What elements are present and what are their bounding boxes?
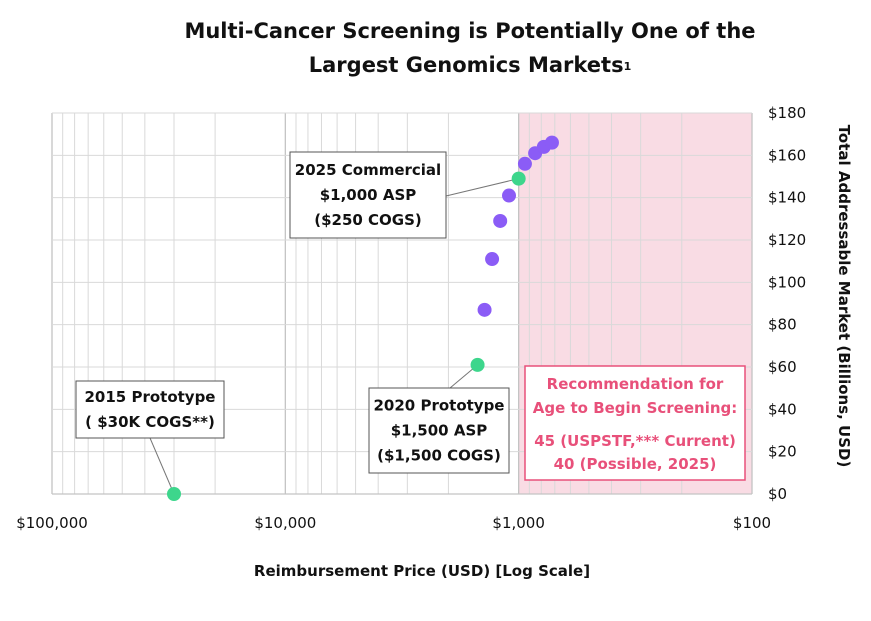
data-point-milestone xyxy=(470,357,485,372)
leader-line-2015 xyxy=(149,437,175,495)
annotation-text-2025: $1,000 ASP xyxy=(320,186,417,204)
data-point-projection xyxy=(493,213,508,228)
x-tick-label: $100,000 xyxy=(16,514,88,532)
recommendation-box: Recommendation for Age to Begin Screening… xyxy=(524,365,746,481)
annotation-box-2015 xyxy=(75,380,225,439)
x-axis-label: Reimbursement Price (USD) [Log Scale] xyxy=(254,562,590,580)
recommendation-box-frame xyxy=(524,365,746,481)
y-tick-label: $0 xyxy=(768,485,787,503)
x-tick-labels: $100,000 $10,000 $1,000 $100 xyxy=(16,514,771,532)
data-point-projection xyxy=(477,302,492,317)
recommendation-text: Recommendation for xyxy=(547,375,724,393)
title-footnote-marker: 1 xyxy=(623,60,632,73)
data-point-projection xyxy=(502,188,517,203)
annotations: 2015 Prototype ( $30K COGS**) 2020 Prototy… xyxy=(75,151,510,474)
recommendation-text: 40 (Possible, 2025) xyxy=(554,455,717,473)
chart-title-line1: Multi-Cancer Screening is Potentially On… xyxy=(184,19,756,43)
data-points xyxy=(167,135,559,501)
data-point-milestone xyxy=(167,487,182,501)
x-tick-label: $1,000 xyxy=(492,514,545,532)
chart-title-line2: Largest Genomics Markets xyxy=(308,53,624,77)
data-point-milestone xyxy=(511,171,526,186)
data-point-projection xyxy=(485,252,500,267)
annotation-text-2025: 2025 Commercial xyxy=(295,161,441,179)
y-tick-label: $80 xyxy=(768,316,797,334)
annotation-box-2020 xyxy=(368,387,510,474)
y-tick-label: $100 xyxy=(768,273,806,291)
y-axis-label: Total Addressable Market (Billions, USD) xyxy=(835,125,853,468)
y-tick-label: $20 xyxy=(768,443,797,461)
y-tick-label: $60 xyxy=(768,358,797,376)
data-point-projection xyxy=(517,156,532,171)
annotation-text-2020: 2020 Prototype xyxy=(373,397,504,415)
y-tick-label: $160 xyxy=(768,146,806,164)
x-tick-label: $10,000 xyxy=(254,514,316,532)
data-point-projection xyxy=(544,135,559,150)
leader-line-2025 xyxy=(445,178,519,197)
y-tick-label: $180 xyxy=(768,104,806,122)
annotation-text-2015: ( $30K COGS**) xyxy=(85,413,215,431)
chart-title: Multi-Cancer Screening is Potentially On… xyxy=(150,14,790,82)
annotation-text-2025: ($250 COGS) xyxy=(314,211,422,229)
y-tick-labels: $0 $20 $40 $60 $80 $100 $120 $140 $160 $180 xyxy=(768,104,806,503)
y-tick-label: $40 xyxy=(768,400,797,418)
annotation-text-2020: $1,500 ASP xyxy=(391,422,488,440)
annotation-box-2025 xyxy=(289,151,447,239)
recommendation-text: 45 (USPSTF,*** Current) xyxy=(534,432,736,450)
y-tick-label: $120 xyxy=(768,231,806,249)
recommendation-text: Age to Begin Screening: xyxy=(533,399,738,417)
annotation-text-2020: ($1,500 COGS) xyxy=(377,447,501,465)
y-tick-label: $140 xyxy=(768,189,806,207)
x-tick-label: $100 xyxy=(733,514,771,532)
annotation-text-2015: 2015 Prototype xyxy=(84,388,215,406)
